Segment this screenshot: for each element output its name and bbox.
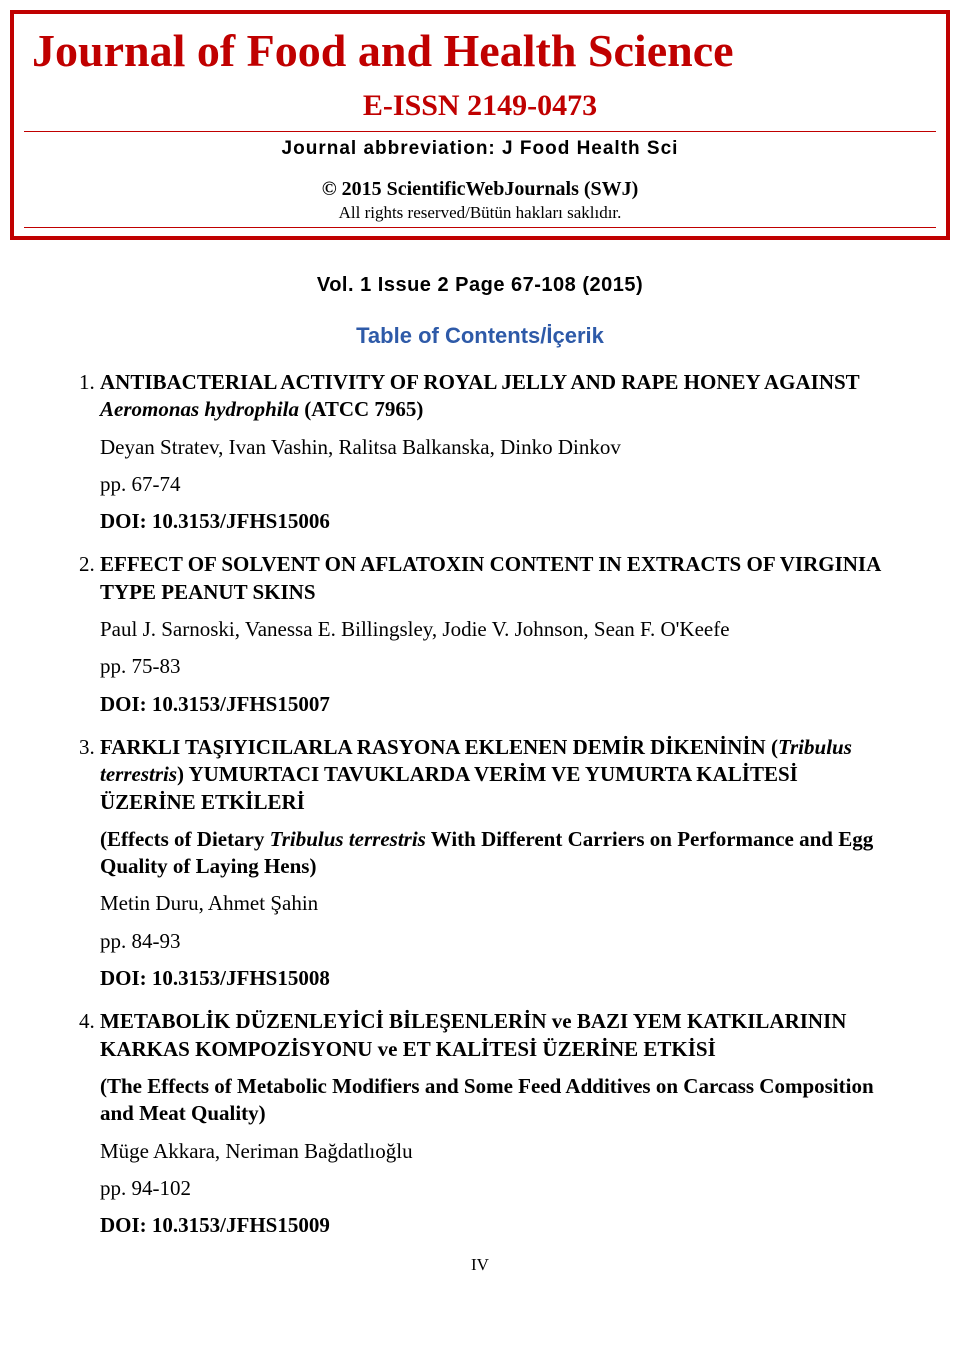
volume-issue-line: Vol. 1 Issue 2 Page 67-108 (2015)	[0, 274, 960, 297]
article-title-pre: FARKLI TAŞIYICILARLA RASYONA EKLENEN DEM…	[100, 735, 778, 759]
article-pages: pp. 67-74	[100, 471, 888, 498]
article-translated-italic: Tribulus terrestris	[270, 827, 426, 851]
article-doi: DOI: 10.3153/JFHS15006	[100, 508, 888, 535]
article-pages: pp. 84-93	[100, 928, 888, 955]
page-number: IV	[0, 1255, 960, 1275]
article-title-suffix: (ATCC 7965)	[299, 397, 423, 421]
toc-content: ANTIBACTERIAL ACTIVITY OF ROYAL JELLY AN…	[0, 369, 960, 1239]
header-spacer	[14, 228, 946, 236]
article-title-italic: Aeromonas hydrophila	[100, 397, 299, 421]
article-doi: DOI: 10.3153/JFHS15007	[100, 691, 888, 718]
toc-item: METABOLİK DÜZENLEYİCİ BİLEŞENLERİN ve BA…	[100, 1008, 888, 1239]
article-authors: Deyan Stratev, Ivan Vashin, Ralitsa Balk…	[100, 434, 888, 461]
article-pages: pp. 94-102	[100, 1175, 888, 1202]
article-translated-pre: (Effects of Dietary	[100, 827, 270, 851]
issn-line: E-ISSN 2149-0473	[24, 87, 936, 132]
article-title-text: ANTIBACTERIAL ACTIVITY OF ROYAL JELLY AN…	[100, 370, 859, 394]
article-title: METABOLİK DÜZENLEYİCİ BİLEŞENLERİN ve BA…	[100, 1009, 846, 1060]
abbreviation-line: Journal abbreviation: J Food Health Sci	[14, 132, 946, 170]
toc-item: FARKLI TAŞIYICILARLA RASYONA EKLENEN DEM…	[100, 734, 888, 992]
article-doi: DOI: 10.3153/JFHS15008	[100, 965, 888, 992]
toc-list: ANTIBACTERIAL ACTIVITY OF ROYAL JELLY AN…	[64, 369, 888, 1239]
article-authors: Metin Duru, Ahmet Şahin	[100, 890, 888, 917]
copyright-line: © 2015 ScientificWebJournals (SWJ)	[14, 170, 946, 201]
toc-item: ANTIBACTERIAL ACTIVITY OF ROYAL JELLY AN…	[100, 369, 888, 535]
journal-header-box: Journal of Food and Health Science E-ISS…	[10, 10, 950, 240]
toc-item: EFFECT OF SOLVENT ON AFLATOXIN CONTENT I…	[100, 551, 888, 717]
article-translated-title: (Effects of Dietary Tribulus terrestris …	[100, 826, 888, 881]
journal-title: Journal of Food and Health Science	[14, 14, 946, 87]
article-translated-title: (The Effects of Metabolic Modifiers and …	[100, 1073, 888, 1128]
article-doi: DOI: 10.3153/JFHS15009	[100, 1212, 888, 1239]
article-title: EFFECT OF SOLVENT ON AFLATOXIN CONTENT I…	[100, 552, 880, 603]
article-authors: Paul J. Sarnoski, Vanessa E. Billingsley…	[100, 616, 888, 643]
article-title-post: ) YUMURTACI TAVUKLARDA VERİM VE YUMURTA …	[100, 762, 798, 813]
toc-heading: Table of Contents/İçerik	[0, 323, 960, 349]
rights-line: All rights reserved/Bütün hakları saklıd…	[24, 201, 936, 228]
article-authors: Müge Akkara, Neriman Bağdatlıoğlu	[100, 1138, 888, 1165]
article-pages: pp. 75-83	[100, 653, 888, 680]
article-title: FARKLI TAŞIYICILARLA RASYONA EKLENEN DEM…	[100, 735, 852, 814]
article-title: ANTIBACTERIAL ACTIVITY OF ROYAL JELLY AN…	[100, 370, 859, 421]
